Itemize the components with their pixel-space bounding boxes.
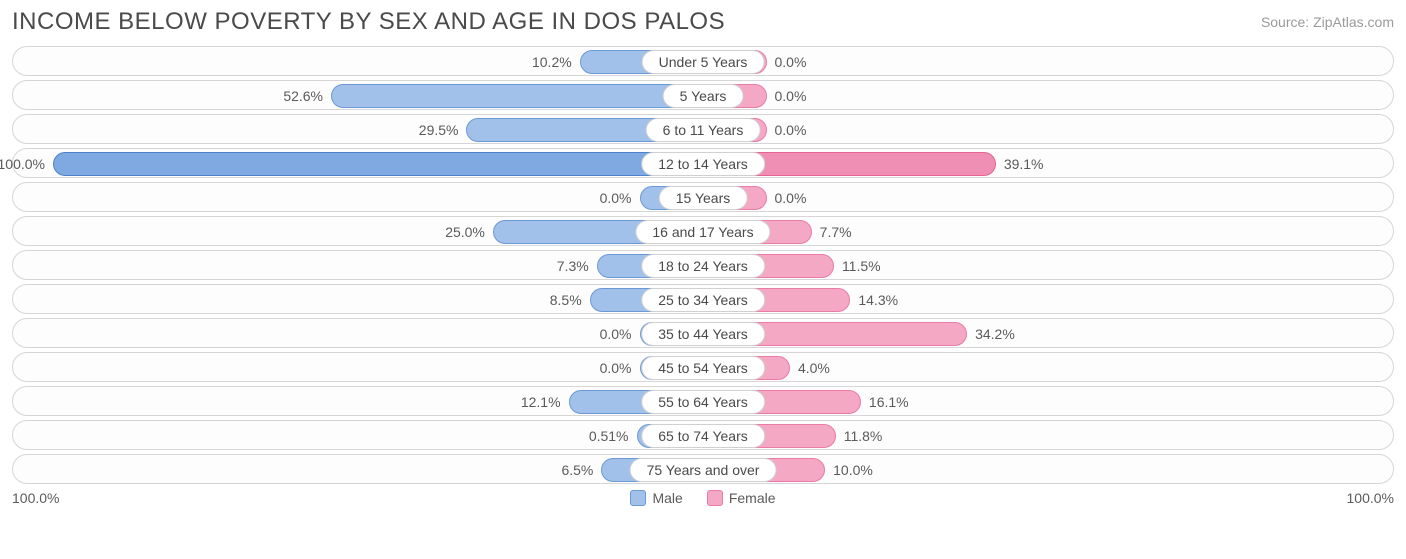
male-swatch [630,490,646,506]
female-value-label: 39.1% [1004,149,1044,179]
category-label: 65 to 74 Years [641,424,765,448]
male-value-label: 0.51% [589,421,629,451]
axis-label-left: 100.0% [12,490,59,506]
chart-row: 29.5% 0.0% 6 to 11 Years [12,114,1394,144]
male-value-label: 52.6% [283,81,323,111]
category-label: 6 to 11 Years [646,118,761,142]
category-label: 55 to 64 Years [641,390,765,414]
chart-row: 100.0%39.1%12 to 14 Years [12,148,1394,178]
chart-row: 6.5% 10.0% 75 Years and over [12,454,1394,484]
male-bar [53,152,743,176]
diverging-bar-chart: 10.2% 0.0% Under 5 Years 52.6% 0.0% 5 Years 29… [12,46,1394,484]
chart-title: INCOME BELOW POVERTY BY SEX AND AGE IN D… [12,8,725,36]
female-value-label: 10.0% [833,455,873,485]
female-value-label: 14.3% [858,285,898,315]
female-value-label: 34.2% [975,319,1015,349]
axis-label-right: 100.0% [1347,490,1394,506]
female-value-label: 0.0% [775,47,807,77]
chart-row: 52.6% 0.0% 5 Years [12,80,1394,110]
female-value-label: 0.0% [775,81,807,111]
chart-row: 0.0% 34.2% 35 to 44 Years [12,318,1394,348]
legend-item-female: Female [707,490,776,506]
chart-row: 0.0% 4.0% 45 to 54 Years [12,352,1394,382]
chart-row: 7.3% 11.5% 18 to 24 Years [12,250,1394,280]
male-value-label: 100.0% [0,149,45,179]
category-label: 18 to 24 Years [641,254,765,278]
male-value-label: 25.0% [445,217,485,247]
female-value-label: 0.0% [775,183,807,213]
male-value-label: 0.0% [600,353,632,383]
legend-item-male: Male [630,490,682,506]
chart-row: 12.1% 16.1% 55 to 64 Years [12,386,1394,416]
male-value-label: 12.1% [521,387,561,417]
female-value-label: 11.8% [844,421,883,451]
chart-row: 8.5% 14.3% 25 to 34 Years [12,284,1394,314]
category-label: 45 to 54 Years [641,356,765,380]
category-label: 12 to 14 Years [641,152,765,176]
male-value-label: 29.5% [419,115,459,145]
category-label: Under 5 Years [642,50,765,74]
chart-row: 25.0% 7.7% 16 and 17 Years [12,216,1394,246]
legend-label-female: Female [729,490,776,506]
male-value-label: 0.0% [600,183,632,213]
legend: Male Female [630,490,775,506]
category-label: 35 to 44 Years [641,322,765,346]
male-value-label: 6.5% [561,455,593,485]
category-label: 75 Years and over [630,458,777,482]
female-value-label: 16.1% [869,387,909,417]
male-value-label: 0.0% [600,319,632,349]
male-value-label: 7.3% [557,251,589,281]
chart-row: 0.0% 0.0% 15 Years [12,182,1394,212]
chart-row: 0.51% 11.8% 65 to 74 Years [12,420,1394,450]
category-label: 15 Years [659,186,748,210]
legend-label-male: Male [652,490,682,506]
chart-source: Source: ZipAtlas.com [1261,14,1394,30]
category-label: 16 and 17 Years [635,220,770,244]
category-label: 25 to 34 Years [641,288,765,312]
chart-row: 10.2% 0.0% Under 5 Years [12,46,1394,76]
female-value-label: 7.7% [820,217,852,247]
category-label: 5 Years [663,84,744,108]
female-value-label: 4.0% [798,353,830,383]
male-value-label: 10.2% [532,47,572,77]
female-value-label: 0.0% [775,115,807,145]
female-swatch [707,490,723,506]
male-value-label: 8.5% [550,285,582,315]
female-value-label: 11.5% [842,251,881,281]
